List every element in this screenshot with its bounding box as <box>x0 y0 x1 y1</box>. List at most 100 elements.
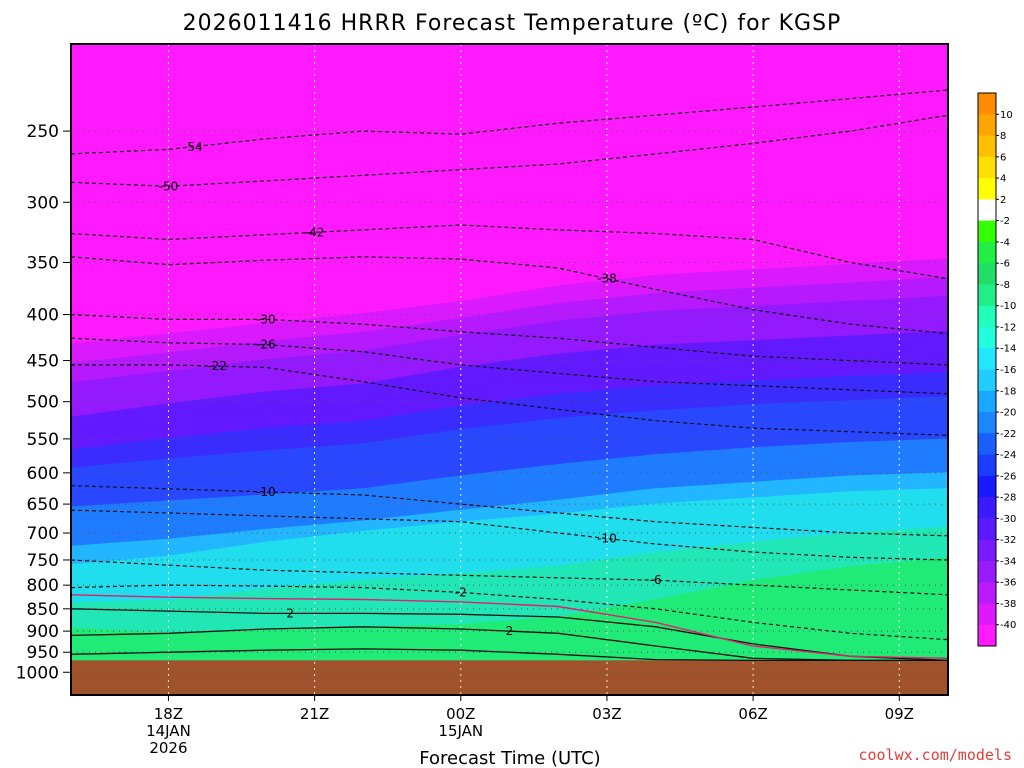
colorbar-swatch <box>978 348 996 370</box>
solid-isotherm <box>71 648 948 662</box>
y-tick-label: 450 <box>27 352 59 372</box>
y-tick-label: 700 <box>27 524 59 544</box>
x-tick-label: 03Z <box>592 705 621 723</box>
contour-label: -54 <box>183 140 203 154</box>
colorbar-swatch <box>978 156 996 179</box>
contour-label: -30 <box>256 312 276 326</box>
colorbar-swatch <box>978 454 996 477</box>
colorbar-swatch <box>978 433 996 456</box>
colorbar-swatch <box>978 135 996 158</box>
colorbar-label: 2 <box>1000 195 1006 206</box>
colorbar-label: -4 <box>1000 237 1010 248</box>
colorbar-label: -10 <box>1000 301 1016 312</box>
colorbar-label: -38 <box>1000 599 1016 610</box>
solid-isotherm <box>71 626 948 662</box>
colorbar-swatch <box>978 412 996 434</box>
colorbar-swatch <box>978 114 996 137</box>
y-tick-label: 900 <box>27 622 59 642</box>
y-tick-label: 250 <box>27 122 59 142</box>
dashed-isotherm <box>71 364 948 436</box>
colorbar-label: 10 <box>1000 110 1013 121</box>
colorbar-swatch <box>978 326 996 349</box>
colorbar-swatch <box>978 263 996 285</box>
freezing-line <box>71 594 948 659</box>
credit-text: coolwx.com/models <box>858 746 1012 764</box>
colorbar-label: -28 <box>1000 493 1016 504</box>
colorbar-swatch <box>978 624 996 647</box>
x-tick-label: 09Z <box>885 705 914 723</box>
colorbar-swatch <box>978 93 996 115</box>
x-tick-label: 18Z <box>154 705 183 723</box>
x-tick-label: 2026 <box>149 739 187 757</box>
y-tick-label: 350 <box>27 253 59 273</box>
contour-label: -2 <box>455 585 467 599</box>
colorbar-label: -6 <box>1000 259 1010 270</box>
colorbar-label: -2 <box>1000 216 1010 227</box>
temperature-field: -54-50-42-38-30-26-22-10-10-6-222 <box>71 44 948 695</box>
colorbar-label: -14 <box>1000 344 1016 355</box>
plot-area: -54-50-42-38-30-26-22-10-10-6-222 <box>70 43 949 696</box>
contour-label: -42 <box>305 225 325 239</box>
dashed-isotherm <box>71 256 948 335</box>
y-tick-label: 950 <box>27 643 59 663</box>
colorbar-label: -8 <box>1000 280 1010 291</box>
y-tick-label: 1000 <box>16 663 59 683</box>
colorbar-label: -24 <box>1000 450 1016 461</box>
colorbar-label: -18 <box>1000 386 1016 397</box>
colorbar-legend: 10 8 6 4 2 -2 -4 -6 -8 -10 -12 -14 -16 -18 -20 -22 -24 -2… <box>977 92 1016 647</box>
colorbar-label: -36 <box>1000 578 1016 589</box>
colorbar-swatch <box>978 199 996 222</box>
x-axis-label: Forecast Time (UTC) <box>419 748 600 768</box>
x-tick-label: 06Z <box>738 705 767 723</box>
x-tick-label: 21Z <box>300 705 329 723</box>
colorbar-label: -34 <box>1000 556 1016 567</box>
x-tick-label: 14JAN <box>146 722 191 740</box>
contour-label: -26 <box>256 338 276 352</box>
x-tick-label: 15JAN <box>438 722 483 740</box>
colorbar-label: -12 <box>1000 322 1016 333</box>
contour-label: -50 <box>159 179 179 193</box>
colorbar-label: 6 <box>1000 152 1006 163</box>
y-tick-label: 800 <box>27 576 59 596</box>
solid-isotherm <box>71 608 948 662</box>
contour-label: -10 <box>256 485 276 499</box>
colorbar-swatch <box>978 539 996 562</box>
contour-label: 2 <box>506 624 514 638</box>
colorbar-swatch <box>978 369 996 392</box>
y-tick-label: 850 <box>27 600 59 620</box>
colorbar-swatch <box>978 603 996 626</box>
colorbar-label: -32 <box>1000 535 1016 546</box>
y-tick-label: 650 <box>27 495 59 515</box>
colorbar-swatch <box>978 518 996 541</box>
colorbar-swatch <box>978 390 996 413</box>
y-axis: 2503003504004505005506006507007508008509… <box>16 122 71 683</box>
colorbar-swatch <box>978 178 996 200</box>
chart-title: 2026011416 HRRR Forecast Temperature (ºC… <box>183 11 842 36</box>
ground-layer <box>71 660 948 695</box>
colorbar-label: 4 <box>1000 174 1006 185</box>
colorbar-swatch <box>978 582 996 604</box>
colorbar-label: -16 <box>1000 365 1016 376</box>
dashed-isotherm <box>71 559 948 596</box>
colorbar-label: 8 <box>1000 131 1006 142</box>
y-tick-label: 400 <box>27 306 59 326</box>
colorbar-label: -30 <box>1000 514 1016 525</box>
colorbar-label: -22 <box>1000 429 1016 440</box>
contour-label: 2 <box>286 606 294 620</box>
y-tick-label: 500 <box>27 393 59 413</box>
contour-label: -38 <box>597 272 617 286</box>
colorbar-label: -20 <box>1000 408 1016 419</box>
y-tick-label: 300 <box>27 193 59 213</box>
x-tick-label: 00Z <box>446 705 475 723</box>
colorbar-swatch <box>978 241 996 264</box>
y-tick-label: 600 <box>27 464 59 484</box>
y-tick-label: 750 <box>27 551 59 571</box>
colorbar-swatch <box>978 475 996 498</box>
colorbar-swatch <box>978 560 996 583</box>
contour-label: -10 <box>597 532 617 546</box>
colorbar-swatch <box>978 284 996 307</box>
plot-border <box>70 43 949 696</box>
contour-label: -6 <box>650 573 662 587</box>
